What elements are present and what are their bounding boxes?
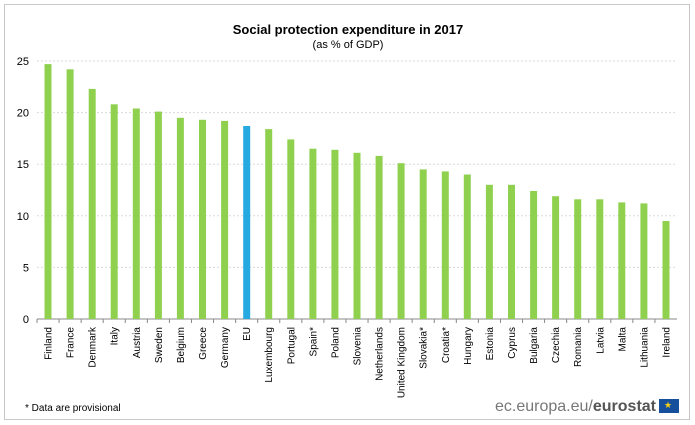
category-labels: Finland France Denmark Italy Austria Sweden Be… (44, 326, 673, 398)
category-label: EU (242, 327, 253, 341)
category-label: Malta (617, 327, 628, 352)
bar-italy (110, 104, 118, 319)
eu-flag-icon (659, 399, 679, 413)
y-tick-label: 0 (23, 314, 29, 326)
y-tick-label: 25 (17, 56, 29, 68)
y-tick-label: 10 (17, 211, 29, 223)
category-label: Latvia (595, 327, 606, 354)
category-label: Slovakia* (419, 327, 430, 369)
bar-czechia (552, 196, 560, 319)
bar-ireland (662, 221, 670, 319)
bar-spain (309, 148, 317, 319)
category-label: Germany (220, 327, 231, 368)
category-label: Portugal (286, 327, 297, 364)
bar-latvia (596, 199, 604, 319)
bar-slovakia (419, 169, 427, 319)
bar-luxembourg (265, 129, 273, 319)
category-label: Austria (132, 327, 143, 359)
bar-greece (199, 119, 206, 319)
category-label: Spain* (308, 327, 319, 357)
category-label: Lithuania (639, 327, 650, 368)
bar-lithuania (640, 203, 648, 319)
category-label: United Kingdom (397, 327, 408, 398)
bar-romania (574, 199, 582, 319)
category-label: Czechia (551, 327, 562, 364)
category-label: Denmark (88, 326, 99, 368)
category-label: Greece (198, 327, 209, 360)
bar-estonia (485, 184, 493, 319)
provisional-note: * Data are provisional (25, 403, 121, 414)
source-domain: ec.europa.eu/ (495, 398, 593, 415)
y-tick-label: 15 (17, 159, 29, 171)
bar-sweden (154, 111, 162, 319)
category-label: Croatia* (441, 327, 452, 363)
bar-eu (243, 126, 251, 319)
bar-france (66, 69, 74, 319)
bar-cyprus (508, 184, 515, 319)
category-label: Italy (110, 327, 121, 345)
category-label: Belgium (176, 327, 187, 363)
y-tick-label: 20 (17, 108, 29, 120)
chart-subtitle: (as % of GDP) (313, 39, 384, 51)
bar-croatia (441, 171, 449, 319)
category-label: Romania (573, 327, 584, 367)
bar-denmark (88, 88, 96, 320)
chart-title: Social protection expenditure in 2017 (233, 22, 463, 37)
category-label: Slovenia (353, 327, 364, 366)
y-tick-label: 5 (23, 262, 29, 274)
bar-bulgaria (530, 191, 538, 319)
chart-frame: Social protection expenditure in 2017 (a… (4, 4, 690, 420)
bar-germany (221, 120, 229, 320)
bar-slovenia (353, 152, 361, 319)
category-label: France (66, 327, 77, 359)
category-label: Netherlands (375, 327, 386, 381)
bar-hungary (463, 174, 471, 319)
bar-belgium (176, 117, 184, 319)
category-label: Luxembourg (264, 327, 275, 383)
category-label: Bulgaria (529, 327, 540, 364)
category-label: Finland (44, 327, 55, 360)
bar-finland (44, 64, 52, 319)
category-label: Sweden (154, 327, 165, 363)
bar-portugal (287, 139, 295, 319)
bar-poland (331, 149, 339, 319)
category-label: Estonia (485, 327, 496, 361)
bar-netherlands (375, 155, 383, 319)
bar-united-kingdom (397, 163, 405, 319)
bar-chart: Social protection expenditure in 2017 (a… (17, 22, 677, 398)
category-label: Hungary (463, 327, 474, 365)
bar-malta (618, 202, 626, 319)
bars (44, 64, 670, 320)
category-label: Ireland (661, 327, 672, 358)
source-brand: eurostat (592, 398, 656, 415)
bar-austria (132, 108, 140, 319)
category-label: Poland (330, 327, 341, 358)
category-label: Cyprus (507, 327, 518, 359)
source-credit: ec.europa.eu/eurostat (495, 398, 679, 416)
